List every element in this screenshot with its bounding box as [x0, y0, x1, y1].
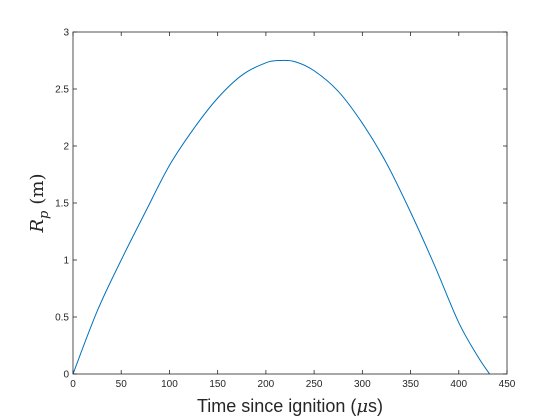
x-tick-label: 150 [209, 379, 226, 390]
data-point [241, 75, 242, 76]
y-tick-label: 3 [63, 28, 69, 39]
y-axis-label-subscript: p [37, 210, 52, 219]
data-point [97, 311, 98, 312]
x-axis-label-mu: μ [356, 396, 368, 417]
y-tick-label: 2 [63, 142, 69, 153]
series-line-1 [72, 59, 491, 375]
x-tick-label: 50 [116, 379, 128, 390]
x-tick-label: 200 [258, 379, 275, 390]
data-point [458, 322, 459, 323]
data-point [294, 61, 295, 62]
plot-area [73, 32, 507, 374]
x-axis-label-prefix: Time since ignition ( [197, 396, 356, 416]
x-axis-label: Time since ignition (μs) [197, 396, 383, 417]
x-tick-label: 100 [161, 379, 178, 390]
data-point [280, 60, 281, 61]
data-point [193, 128, 194, 129]
data-point [338, 91, 339, 92]
y-axis-label: Rp (m) [27, 173, 52, 233]
data-point [121, 260, 122, 261]
data-point [386, 163, 387, 164]
x-tick-label: 450 [499, 379, 516, 390]
y-tick-label: 0 [63, 370, 69, 381]
x-tick-label: 0 [70, 379, 76, 390]
data-point [434, 265, 435, 266]
x-axis-label-suffix: s) [368, 396, 383, 416]
data-point [169, 165, 170, 166]
y-axis: 0 0.5 1 1.5 2 2.5 3 [55, 28, 507, 381]
y-tick-label: 1.5 [55, 199, 69, 210]
x-tick-label: 250 [306, 379, 323, 390]
x-tick-label: 400 [450, 379, 467, 390]
x-axis: 0 50 100 150 200 250 300 350 400 450 [70, 32, 516, 390]
series-layer [72, 59, 491, 375]
data-point [410, 212, 411, 213]
y-axis-label-unit: (m) [27, 173, 48, 204]
data-point [362, 123, 363, 124]
y-tick-label: 1 [63, 256, 69, 267]
data-point [478, 356, 479, 357]
x-tick-label: 300 [354, 379, 371, 390]
y-axis-label-symbol: R [27, 219, 48, 234]
y-tick-label: 0.5 [55, 313, 69, 324]
data-point [145, 212, 146, 213]
data-point [314, 70, 315, 71]
y-tick-label: 2.5 [55, 85, 69, 96]
x-tick-label: 350 [402, 379, 419, 390]
data-point [217, 98, 218, 99]
data-point [265, 62, 266, 63]
